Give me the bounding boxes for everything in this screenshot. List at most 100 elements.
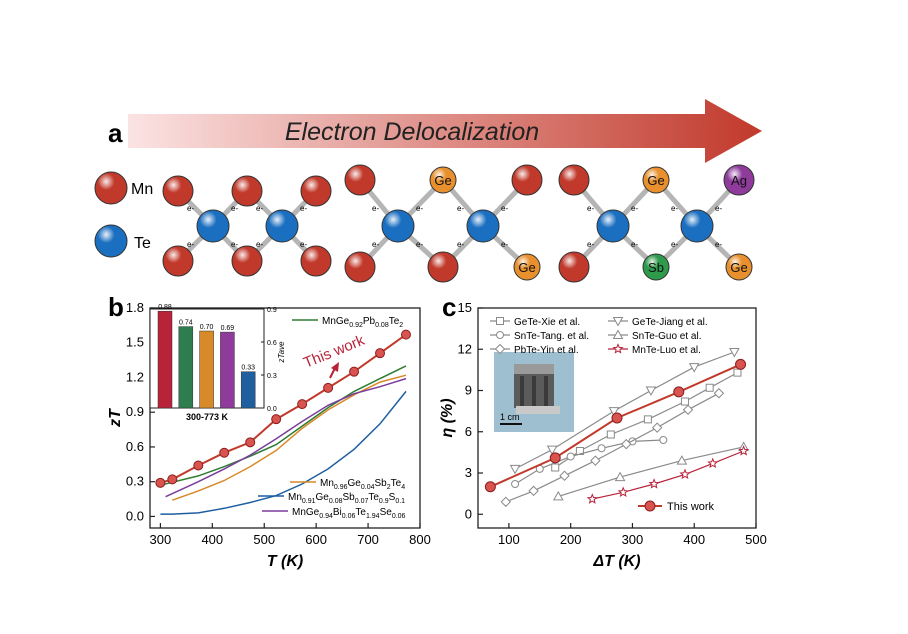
electron-label: e- xyxy=(300,240,307,249)
inset-bar-label: 0.74 xyxy=(179,320,193,327)
marker-triangle-down xyxy=(546,445,558,456)
axes-b: 300 400 500 600 700 800 0.0 0.3 0.6 0.9 1.2 1.5 1.8 xyxy=(126,300,431,547)
legend-label-c: SnTe-Guo et al. xyxy=(632,331,701,342)
inset-bar-label: 0.70 xyxy=(200,324,214,331)
atom-shine xyxy=(559,252,589,282)
inset-y-tick-label: 0.0 xyxy=(267,406,277,413)
data-point-b xyxy=(349,366,360,377)
legend-label-c: This work xyxy=(667,501,715,513)
data-point-b xyxy=(297,399,308,410)
x-axis-label-b: T (K) xyxy=(267,553,303,570)
x-tick-label-c: 200 xyxy=(560,532,582,547)
series-c xyxy=(484,348,750,508)
atom-label: Ge xyxy=(730,260,747,275)
atom-shine xyxy=(301,176,331,206)
marker-star xyxy=(617,486,629,497)
marker-triangle-up xyxy=(612,329,624,339)
atom-shine xyxy=(345,252,375,282)
panel-label-a: a xyxy=(108,118,123,148)
y-tick-label-b: 0.6 xyxy=(126,439,144,454)
marker-square xyxy=(733,368,742,377)
marker-circle xyxy=(597,444,606,453)
data-point-b xyxy=(323,382,334,393)
electron-label: e- xyxy=(587,240,594,249)
atom-label: Ag xyxy=(731,173,747,188)
marker-diamond xyxy=(500,496,512,508)
data-point-b xyxy=(155,477,166,488)
legend-label-c: GeTe-Jiang et al. xyxy=(632,317,708,328)
x-axis-label-c: ΔT (K) xyxy=(592,553,640,570)
marker-square xyxy=(680,397,689,406)
electron-label: e- xyxy=(501,204,508,213)
marker-this-work xyxy=(673,386,685,398)
marker-this-work xyxy=(484,481,496,493)
data-point-b xyxy=(375,348,386,359)
marker-triangle-up xyxy=(552,490,564,501)
atom-shine xyxy=(95,225,127,257)
electron-label: e- xyxy=(631,204,638,213)
electron-label: e- xyxy=(231,240,238,249)
atom-shine xyxy=(430,167,456,193)
atom-shine xyxy=(643,254,669,280)
device-photo-inset: 1 cm xyxy=(494,352,574,432)
panel-label-c: c xyxy=(442,292,456,322)
legend-c: GeTe-Xie et al. GeTe-Jiang et al. SnTe-Tan… xyxy=(490,317,715,513)
x-tick-label-b: 400 xyxy=(201,532,223,547)
atom-shine xyxy=(681,210,713,242)
legend-label: Mn0.91Ge0.08Sb0.07Te0.9S0.1 xyxy=(288,492,405,505)
legend-label: MnGe0.94Bi0.06Te1.94Se0.06 xyxy=(292,507,406,520)
inset-y-tick-label: 0.6 xyxy=(267,340,277,347)
marker-circle xyxy=(511,480,520,488)
y-tick-label-c: 9 xyxy=(465,383,472,398)
x-tick-label-c: 500 xyxy=(745,532,767,547)
inset-y-axis-label: zTave xyxy=(277,341,286,364)
inset-bar-label: 0.33 xyxy=(241,365,255,372)
marker-diamond xyxy=(528,485,539,497)
electron-label: e- xyxy=(256,204,263,213)
marker-diamond xyxy=(713,388,725,399)
marker-diamond xyxy=(559,470,570,481)
banner-text: Electron Delocalization xyxy=(285,118,539,146)
atom-shine xyxy=(266,210,298,242)
data-point-b xyxy=(219,447,230,458)
electron-label: e- xyxy=(715,240,722,249)
marker-star xyxy=(679,468,691,480)
y-tick-label-b: 0.3 xyxy=(126,474,144,489)
electron-label: e- xyxy=(187,240,194,249)
atom-shine xyxy=(163,176,193,206)
y-tick-label-c: 6 xyxy=(465,424,472,439)
electron-label: e- xyxy=(671,240,678,249)
series-line-b xyxy=(172,374,407,501)
series-line-c xyxy=(558,446,744,497)
legend-label-c: PbTe-Yin et al. xyxy=(514,345,579,356)
marker-diamond xyxy=(494,343,506,355)
legend-label-c: MnTe-Luo et al. xyxy=(632,345,701,356)
series-b xyxy=(155,329,411,515)
marker-this-work xyxy=(735,358,747,370)
data-point-b xyxy=(245,437,256,448)
inset-x-axis-label: 300-773 K xyxy=(186,412,229,422)
atom-label: Ge xyxy=(434,173,451,188)
electron-label: e- xyxy=(457,204,464,213)
inset-bar xyxy=(157,310,173,409)
atom-shine xyxy=(467,210,499,242)
legend-label-c: GeTe-Xie et al. xyxy=(514,317,580,328)
x-tick-label-b: 700 xyxy=(357,532,379,547)
electron-label: e- xyxy=(715,204,722,213)
inset-bar xyxy=(199,330,214,409)
series-line-c xyxy=(505,392,720,503)
data-point-b xyxy=(400,329,411,340)
atom-shine xyxy=(197,210,229,242)
electron-label: e- xyxy=(372,204,379,213)
legend-b: MnGe0.92Pb0.08Te2 Mn0.96Ge0.04Sb2Te4 Mn0… xyxy=(258,316,406,520)
atom-shine xyxy=(514,254,540,280)
atom-shine xyxy=(95,172,127,204)
x-tick-label-c: 100 xyxy=(498,532,520,547)
electron-label: e- xyxy=(631,240,638,249)
x-tick-label-c: 300 xyxy=(622,532,644,547)
marker-diamond xyxy=(590,455,601,466)
atom-label: Sb xyxy=(648,260,664,275)
inset-bar xyxy=(178,326,194,409)
marker-star xyxy=(707,457,719,469)
